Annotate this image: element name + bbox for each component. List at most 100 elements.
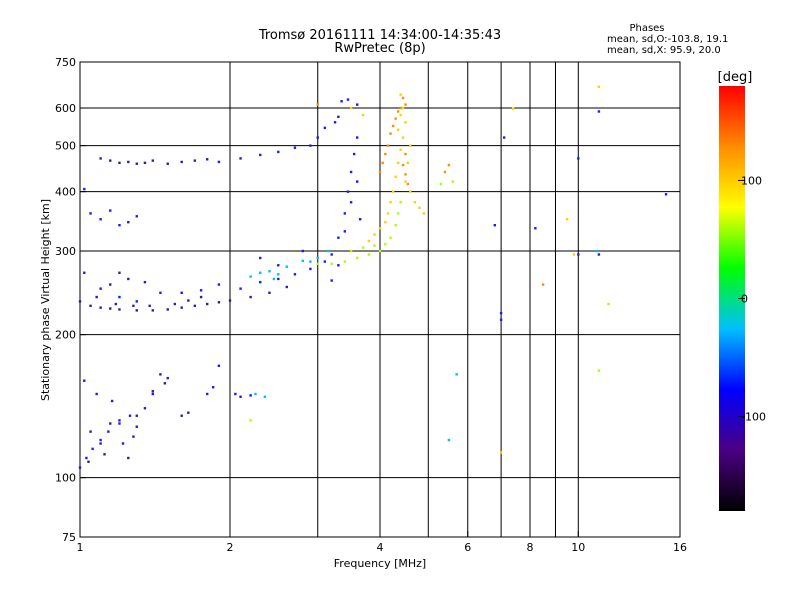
colorbar-label: [deg] (718, 70, 753, 85)
data-point (323, 260, 327, 263)
data-point (95, 295, 98, 299)
data-point (193, 304, 197, 308)
data-point (217, 364, 221, 367)
data-point (499, 318, 503, 321)
x-tick-label: 8 (527, 541, 534, 554)
data-point (401, 136, 405, 139)
data-point (217, 301, 221, 304)
data-point (597, 369, 601, 372)
data-point (180, 160, 183, 164)
data-point (151, 392, 155, 396)
data-point (109, 307, 112, 310)
data-point (439, 182, 443, 186)
y-axis-label: Stationary phase Virtual Height [km] (39, 199, 52, 401)
data-point (127, 160, 130, 164)
data-point (502, 136, 506, 139)
data-point (127, 277, 130, 281)
data-point (118, 161, 121, 165)
data-point (343, 212, 347, 215)
x-tick-label: 4 (377, 541, 384, 554)
data-point (389, 236, 392, 239)
data-point (386, 144, 390, 147)
data-point (378, 170, 382, 174)
data-point (109, 209, 112, 212)
data-point (330, 279, 333, 282)
data-point (389, 201, 392, 204)
data-point (396, 161, 400, 165)
data-point (259, 280, 262, 284)
y-tick-label: 600 (55, 102, 76, 115)
data-point (352, 152, 356, 156)
data-point (301, 259, 305, 263)
data-point (499, 311, 503, 315)
data-point (343, 230, 347, 233)
data-point (396, 110, 400, 113)
data-point (499, 451, 503, 454)
data-point (143, 161, 147, 165)
data-point (451, 180, 455, 183)
chart-subtitle: RwPretec (8p) (334, 41, 425, 56)
data-point (89, 212, 92, 215)
data-point (511, 107, 515, 110)
data-point (361, 113, 365, 117)
data-point (404, 180, 407, 183)
data-point (301, 249, 305, 253)
data-point (493, 224, 497, 227)
data-point (355, 103, 359, 106)
data-point (91, 447, 94, 451)
data-point (118, 271, 121, 274)
data-point (217, 160, 221, 164)
data-point (577, 157, 580, 160)
data-point (355, 136, 359, 139)
data-point (217, 283, 221, 286)
data-point (135, 300, 138, 303)
data-point (121, 442, 125, 445)
data-point (99, 157, 102, 160)
data-point (409, 144, 412, 147)
data-point (378, 249, 382, 253)
y-tick-label: 500 (55, 140, 76, 153)
data-point (107, 430, 110, 433)
data-point (99, 442, 102, 445)
data-point (277, 150, 280, 154)
data-point (159, 291, 162, 295)
x-axis-label: Frequency [MHz] (334, 557, 426, 570)
data-point (135, 215, 138, 218)
data-point (541, 283, 545, 286)
data-point (664, 193, 668, 196)
data-point (455, 373, 458, 376)
data-point (180, 306, 183, 309)
data-point (367, 239, 371, 243)
info-line-o: mean, sd,O:-103.8, 19.1 (607, 34, 728, 45)
data-point (384, 243, 387, 246)
data-point (263, 395, 267, 398)
data-point (399, 93, 402, 96)
data-point (118, 419, 121, 422)
data-point (193, 159, 197, 162)
data-point (367, 253, 371, 256)
data-point (346, 190, 350, 193)
data-point (384, 220, 387, 224)
data-point (99, 438, 102, 442)
y-tick-label: 300 (55, 245, 76, 258)
data-point (406, 182, 410, 186)
data-points (78, 85, 668, 469)
data-point (401, 163, 405, 167)
data-point (118, 224, 121, 227)
data-point (272, 277, 276, 281)
data-point (259, 256, 262, 260)
data-point (349, 201, 353, 204)
data-point (386, 212, 390, 215)
data-point (401, 96, 405, 100)
data-point (118, 295, 121, 299)
data-point (447, 163, 451, 167)
data-point (127, 456, 130, 460)
data-point (378, 227, 382, 230)
data-point (443, 170, 447, 174)
data-point (418, 206, 421, 209)
data-point (394, 175, 397, 178)
data-point (151, 159, 155, 162)
data-point (132, 304, 135, 308)
data-point (180, 414, 183, 417)
data-point (249, 394, 252, 397)
